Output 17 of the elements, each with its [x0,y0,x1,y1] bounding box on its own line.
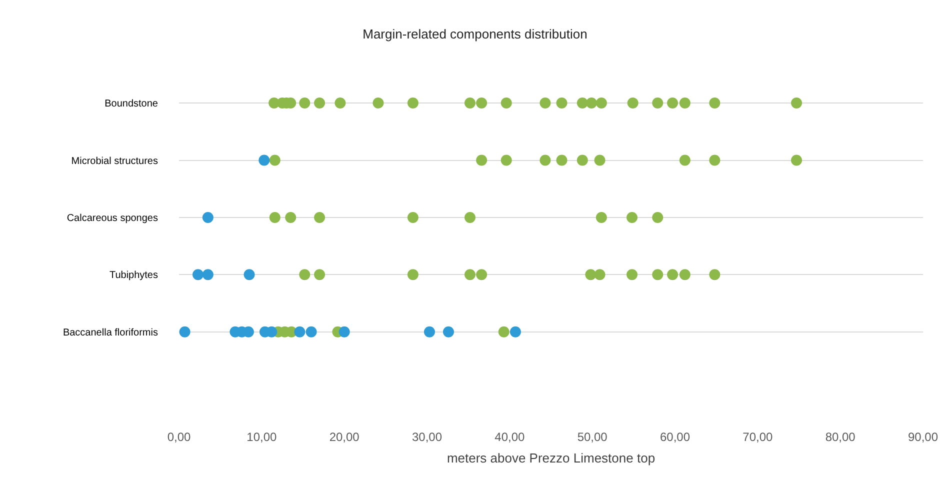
x-tick-label: 10,00 [246,430,278,444]
y-tick-label: Boundstone [104,98,158,110]
x-tick-label: 60,00 [660,430,690,444]
x-tick-label: 30,00 [412,430,442,444]
y-tick-label: Baccanella floriformis [62,327,158,338]
x-tick-label: 40,00 [494,430,526,444]
x-tick-label: 20,00 [329,430,360,444]
y-tick-label: Calcareous sponges [66,212,158,224]
y-tick-label: Tubiphytes [109,270,158,282]
x-tick-label: 0,00 [167,430,191,444]
x-axis-title: meters above Prezzo Limestone top [446,450,656,466]
x-tick-label: 90,00 [908,430,938,444]
x-tick-label: 80,00 [825,430,856,444]
y-tick-label: Microbial structures [71,156,158,167]
x-tick-label: 70,00 [742,430,774,444]
chart-title: Margin-related components distribution [362,26,588,42]
x-tick-label: 50,00 [577,430,608,444]
